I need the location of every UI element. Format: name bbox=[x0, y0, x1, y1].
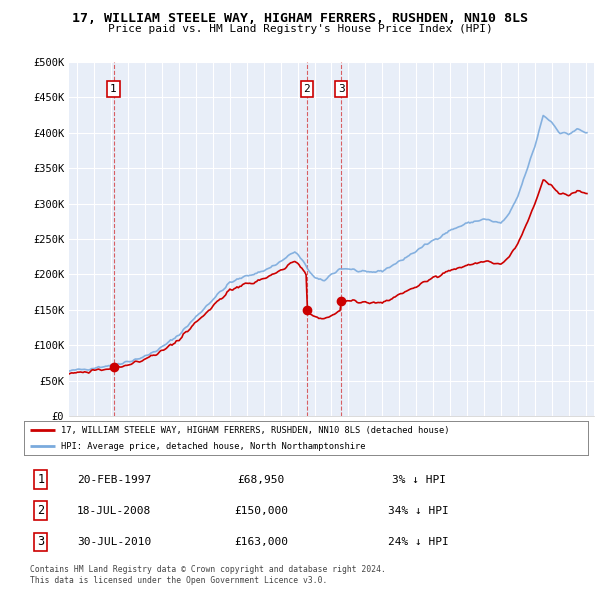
Text: 34% ↓ HPI: 34% ↓ HPI bbox=[388, 506, 449, 516]
Text: 30-JUL-2010: 30-JUL-2010 bbox=[77, 537, 151, 547]
Text: 1: 1 bbox=[110, 84, 117, 94]
Text: £68,950: £68,950 bbox=[237, 475, 284, 484]
Text: 1: 1 bbox=[37, 473, 44, 486]
Text: 2: 2 bbox=[37, 504, 44, 517]
Text: This data is licensed under the Open Government Licence v3.0.: This data is licensed under the Open Gov… bbox=[30, 576, 328, 585]
Text: £150,000: £150,000 bbox=[234, 506, 288, 516]
Text: Contains HM Land Registry data © Crown copyright and database right 2024.: Contains HM Land Registry data © Crown c… bbox=[30, 565, 386, 575]
Text: 3: 3 bbox=[338, 84, 344, 94]
Text: 17, WILLIAM STEELE WAY, HIGHAM FERRERS, RUSHDEN, NN10 8LS: 17, WILLIAM STEELE WAY, HIGHAM FERRERS, … bbox=[72, 12, 528, 25]
Text: 20-FEB-1997: 20-FEB-1997 bbox=[77, 475, 151, 484]
Text: 17, WILLIAM STEELE WAY, HIGHAM FERRERS, RUSHDEN, NN10 8LS (detached house): 17, WILLIAM STEELE WAY, HIGHAM FERRERS, … bbox=[61, 426, 449, 435]
Text: 24% ↓ HPI: 24% ↓ HPI bbox=[388, 537, 449, 547]
Text: £163,000: £163,000 bbox=[234, 537, 288, 547]
Text: 2: 2 bbox=[304, 84, 310, 94]
Text: Price paid vs. HM Land Registry's House Price Index (HPI): Price paid vs. HM Land Registry's House … bbox=[107, 25, 493, 34]
Text: 18-JUL-2008: 18-JUL-2008 bbox=[77, 506, 151, 516]
Text: 3% ↓ HPI: 3% ↓ HPI bbox=[392, 475, 446, 484]
Text: 3: 3 bbox=[37, 536, 44, 549]
Text: HPI: Average price, detached house, North Northamptonshire: HPI: Average price, detached house, Nort… bbox=[61, 442, 365, 451]
